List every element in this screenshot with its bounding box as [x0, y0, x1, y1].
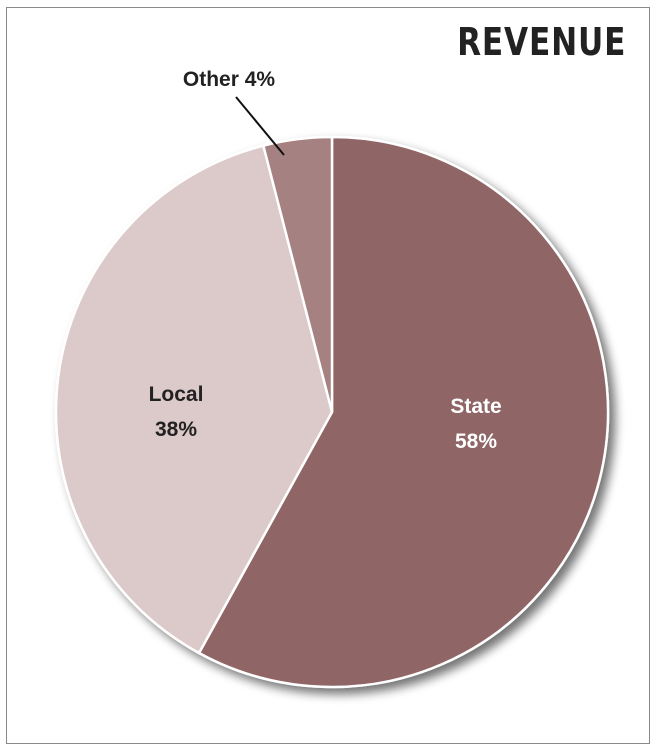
local-label: Local	[149, 383, 204, 406]
chart-title: REVENUE	[456, 20, 626, 64]
state-value: 58%	[455, 430, 497, 453]
local-value: 38%	[155, 418, 197, 441]
slice-other	[261, 135, 334, 413]
slice-local	[54, 144, 334, 655]
pie-slices	[54, 135, 610, 689]
other-label: Other 4%	[183, 68, 276, 91]
state-label: State	[450, 395, 501, 418]
slice-state	[197, 135, 610, 689]
other-leader-line	[235, 96, 285, 156]
